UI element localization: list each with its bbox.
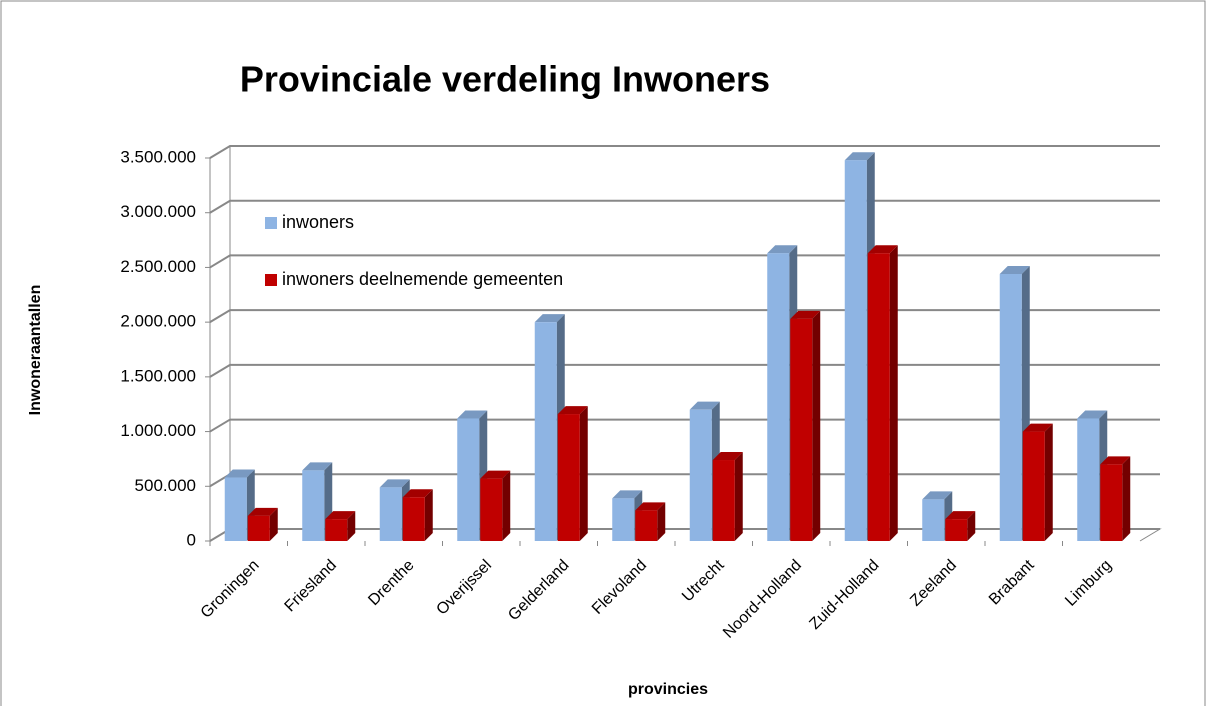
bar-front	[612, 498, 635, 541]
bar-front	[635, 510, 658, 541]
bar-side	[579, 406, 588, 541]
bar-front	[534, 322, 557, 541]
chart-title: Provinciale verdeling Inwoners	[240, 59, 770, 100]
bar-top	[612, 490, 643, 499]
bar-top	[945, 511, 976, 520]
legend-swatch	[265, 217, 277, 229]
bar-side	[502, 470, 511, 541]
bar	[635, 502, 666, 541]
y-tick-label: 2.000.000	[120, 312, 196, 331]
bar-top	[844, 152, 875, 161]
bar-front	[480, 478, 503, 541]
bar-top	[534, 314, 565, 323]
bar-side	[1122, 456, 1131, 541]
y-axis-title: Inwoneraantallen	[27, 285, 44, 416]
legend-label: inwoners	[282, 212, 354, 232]
bar-side	[424, 489, 433, 541]
bar-top	[402, 489, 433, 498]
y-tick-label: 2.500.000	[120, 257, 196, 276]
bar-front	[1022, 431, 1045, 541]
bar	[1100, 456, 1131, 541]
y-tick-label: 3.500.000	[120, 147, 196, 166]
y-tick-label: 1.000.000	[120, 421, 196, 440]
bar	[945, 511, 976, 541]
bar	[867, 245, 898, 541]
bar-side	[967, 511, 976, 541]
bar	[712, 452, 743, 541]
bar-top	[325, 511, 356, 520]
bar-front	[712, 460, 735, 541]
bar-front	[557, 414, 580, 541]
bar-front	[402, 497, 425, 541]
bar	[325, 511, 356, 541]
bar-front	[379, 487, 402, 541]
bar-top	[1100, 456, 1131, 465]
bar-front	[247, 515, 270, 541]
bar-top	[1022, 423, 1053, 432]
bar-side	[1044, 423, 1053, 541]
y-tick-label: 1.500.000	[120, 366, 196, 385]
bar-side	[734, 452, 743, 541]
bar-front	[790, 318, 813, 541]
bar	[480, 470, 511, 541]
bar-front	[999, 273, 1022, 541]
bar-top	[457, 410, 488, 419]
bar	[1022, 423, 1053, 541]
bar-front	[844, 160, 867, 541]
grid-line	[209, 145, 1160, 159]
bar-top	[480, 470, 511, 479]
bar-top	[224, 469, 255, 478]
bar-top	[999, 265, 1030, 274]
bar	[247, 507, 278, 541]
x-axis-title: provincies	[628, 681, 708, 698]
bar-top	[379, 479, 410, 488]
bar-front	[224, 477, 247, 541]
bar-top	[790, 310, 821, 319]
bar	[402, 489, 433, 541]
bar-top	[302, 462, 333, 471]
bar-side	[812, 310, 821, 541]
bar-front	[457, 418, 480, 541]
legend-label: inwoners deelnemende gemeenten	[282, 269, 563, 289]
bar-top	[712, 452, 743, 461]
bar-front	[1100, 464, 1123, 541]
bar	[790, 310, 821, 541]
bar-front	[325, 519, 348, 541]
bar-front	[1077, 418, 1100, 541]
bar-top	[767, 245, 798, 254]
bar-top	[689, 401, 720, 410]
y-tick-label: 0	[187, 530, 196, 549]
bar-front	[867, 253, 890, 541]
bar-front	[922, 499, 945, 541]
bar-top	[922, 491, 953, 500]
bar-front	[945, 519, 968, 541]
bar-top	[247, 507, 278, 516]
bar-side	[657, 502, 666, 541]
legend-swatch	[265, 274, 277, 286]
bar-side	[347, 511, 356, 541]
y-tick-label: 500.000	[135, 476, 196, 495]
y-tick-label: 3.000.000	[120, 202, 196, 221]
bar-front	[767, 253, 790, 541]
bar-side	[269, 507, 278, 541]
bar-top	[867, 245, 898, 254]
bar-top	[557, 406, 588, 415]
bar-front	[302, 470, 325, 541]
bar	[557, 406, 588, 541]
bar-top	[635, 502, 666, 511]
bar-front	[689, 409, 712, 541]
bar-top	[1077, 410, 1108, 419]
bar-side	[889, 245, 898, 541]
